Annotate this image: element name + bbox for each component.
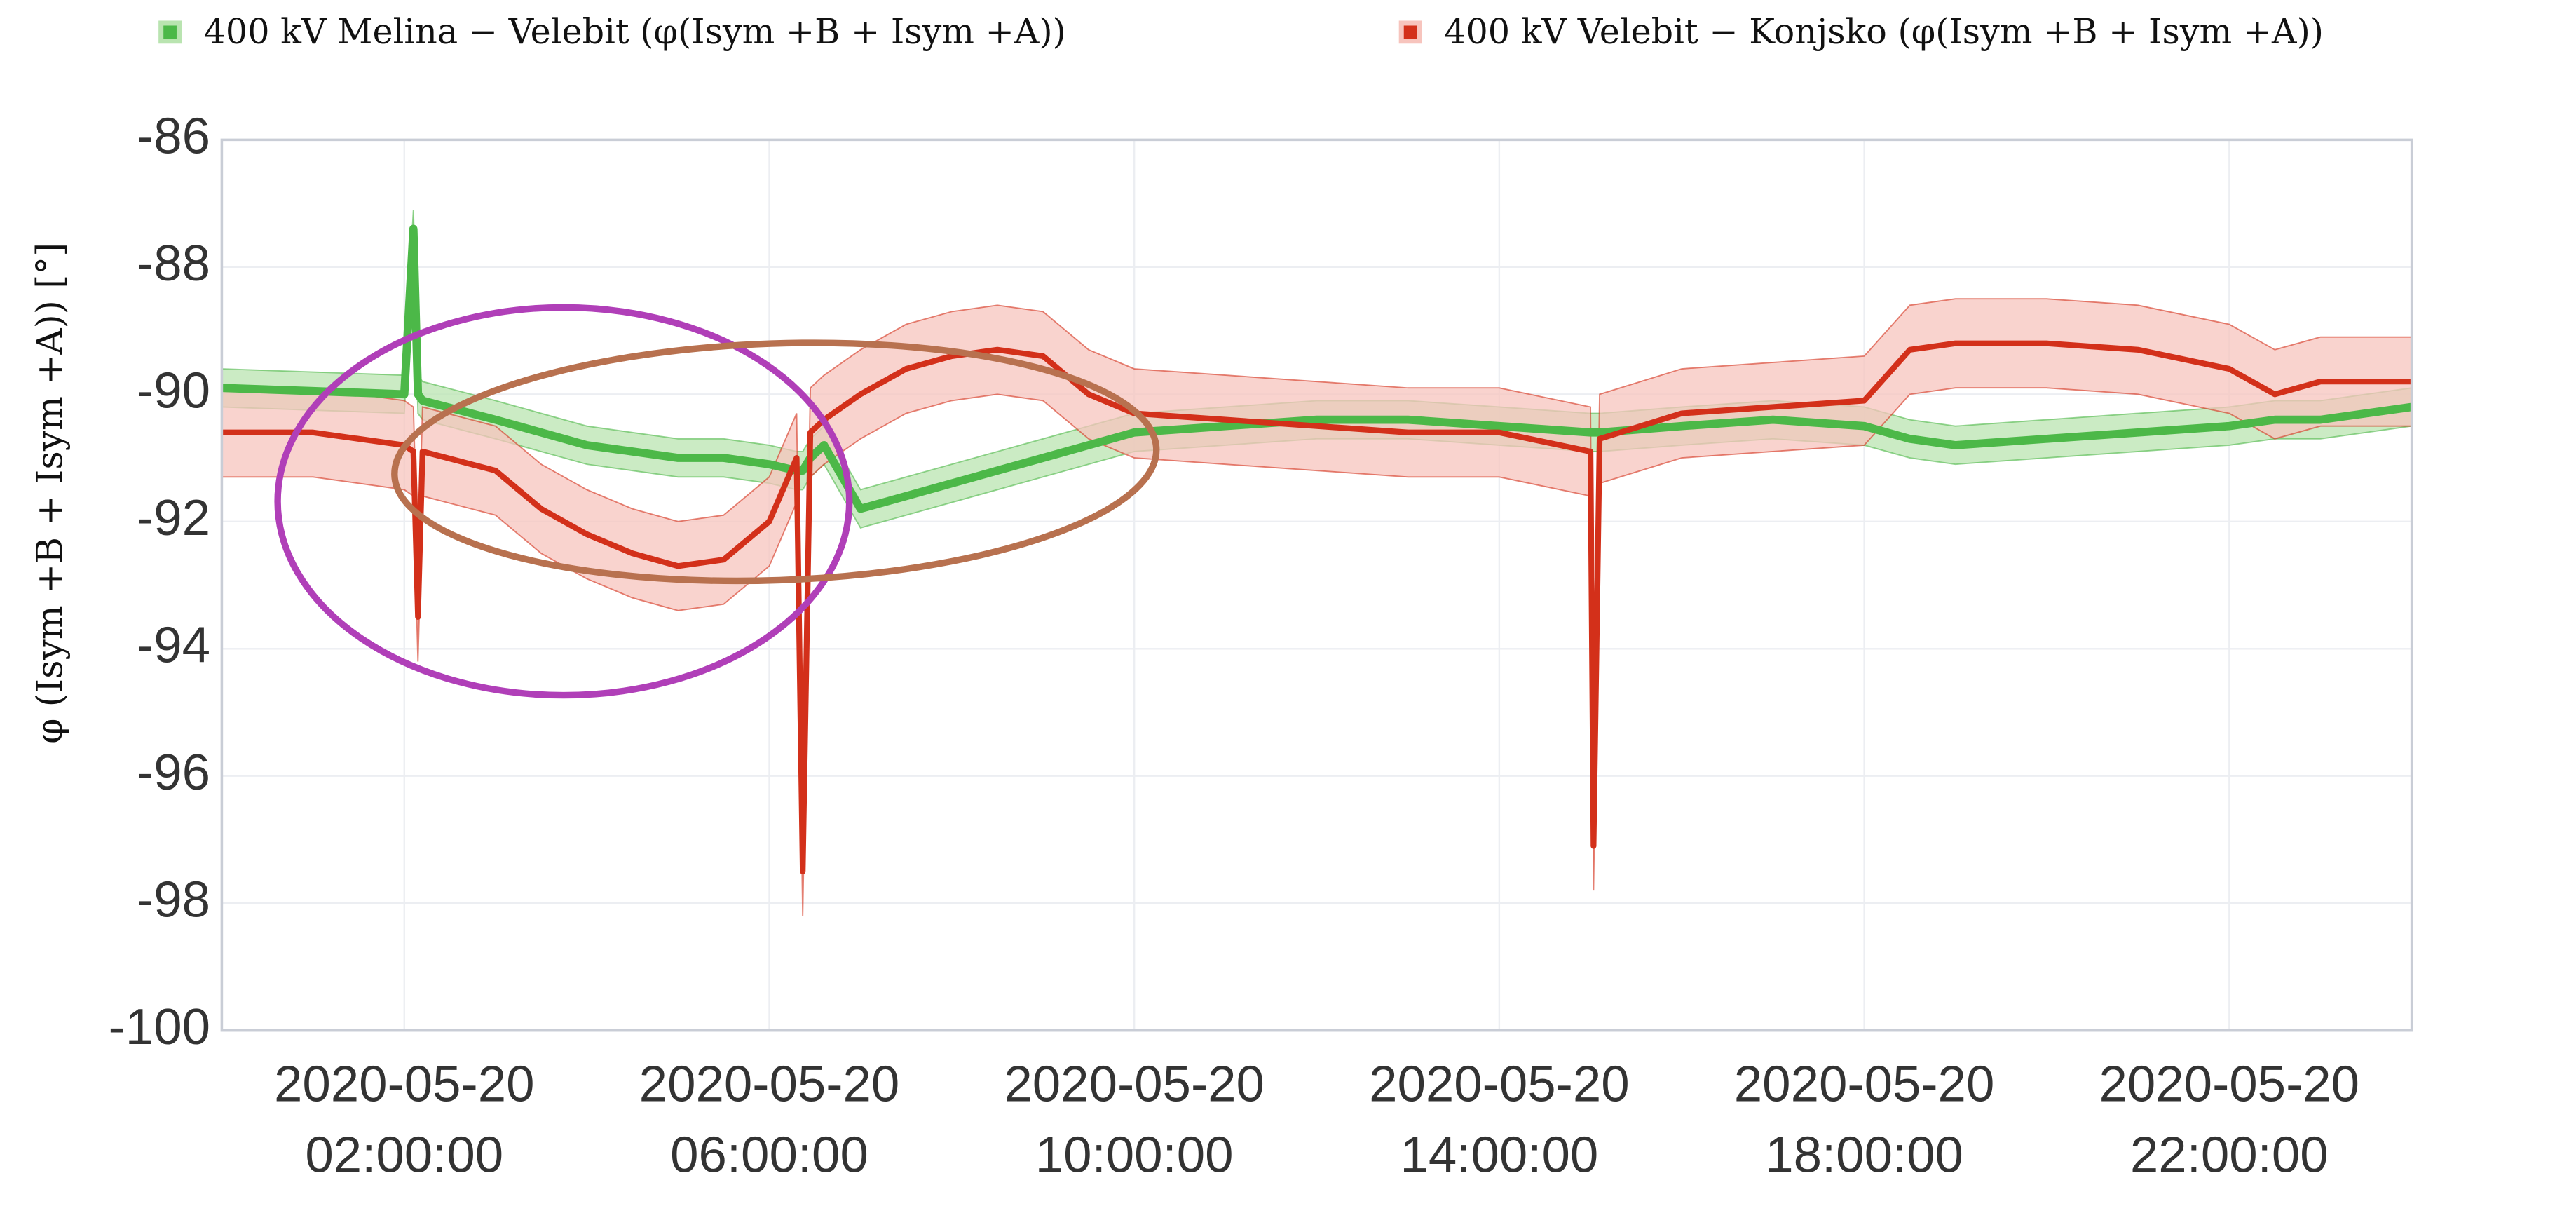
x-tick-label: 2020-05-20 22:00:00 xyxy=(2099,1056,2359,1184)
axes: -100 -98 -96 -94 -92 -90 -88 -86 2020-05-20 02:00… xyxy=(109,108,2359,1184)
plot-frame xyxy=(220,138,2413,1032)
annotation-ellipse xyxy=(391,339,1160,585)
y-tick-label: -92 xyxy=(137,489,210,546)
x-tick-label: 2020-05-20 14:00:00 xyxy=(1369,1056,1630,1184)
x-tick-label: 2020-05-20 10:00:00 xyxy=(1004,1056,1265,1184)
annotation-ellipse xyxy=(274,304,853,699)
series-line xyxy=(222,224,2413,513)
y-tick-label: -96 xyxy=(137,744,210,801)
legend-marker xyxy=(158,20,182,44)
x-tick-label: 2020-05-20 18:00:00 xyxy=(1734,1056,1995,1184)
legend-label: 400 kV Melina − Velebit (φ(Isym +B + Isy… xyxy=(204,11,1066,52)
y-tick-label: -98 xyxy=(137,871,210,928)
series-line xyxy=(222,340,2412,874)
legend-marker xyxy=(1398,20,1422,44)
y-tick-label: -100 xyxy=(109,998,210,1055)
y-tick-label: -86 xyxy=(137,108,210,165)
x-tick-label: 2020-05-20 06:00:00 xyxy=(639,1056,900,1184)
lines xyxy=(222,224,2413,874)
legend: 400 kV Melina − Velebit (φ(Isym +B + Isy… xyxy=(158,11,2324,52)
y-tick-label: -88 xyxy=(137,235,210,292)
y-axis-label: φ (Isym +B + Isym +A)) [°] xyxy=(29,243,71,744)
y-tick-label: -94 xyxy=(137,616,210,673)
y-tick-label: -90 xyxy=(137,362,210,419)
legend-label: 400 kV Velebit − Konjsko (φ(Isym +B + Is… xyxy=(1444,11,2324,52)
x-tick-label: 2020-05-20 02:00:00 xyxy=(274,1056,535,1184)
